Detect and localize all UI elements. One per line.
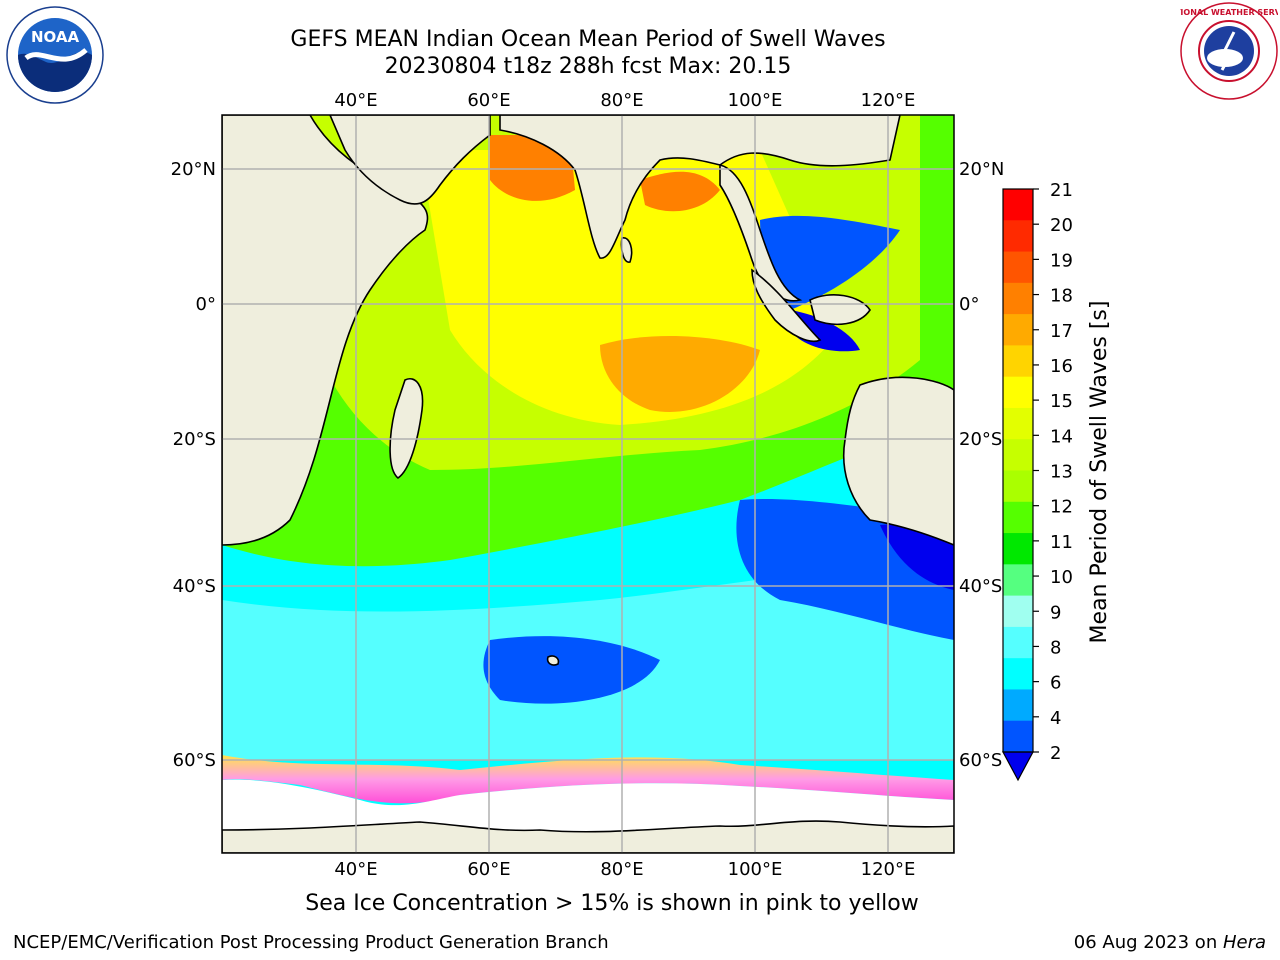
lat-tick-right-4: 40°S (959, 576, 1002, 597)
colorbar-tick-label: 18 (1050, 286, 1073, 307)
lon-tick-top-5: 120°E (861, 90, 916, 111)
chart-subtitle: 20230804 t18z 288h fcst Max: 20.15 (384, 54, 792, 79)
colorbar-segment (1003, 595, 1033, 628)
swell-zone-south-china-sea (760, 215, 900, 310)
colorbar-segment (1003, 314, 1033, 346)
colorbar-tick-label: 12 (1050, 497, 1073, 518)
colorbar-tick-label: 11 (1050, 532, 1073, 553)
land-borneo (809, 294, 871, 326)
sea-ice-caption: Sea Ice Concentration > 15% is shown in … (305, 891, 919, 916)
lon-tick-top-1: 40°E (334, 90, 377, 111)
colorbar-segment (1003, 439, 1033, 471)
colorbar-segment (1003, 282, 1033, 315)
lon-ticks-bottom: 40°E 60°E 80°E 100°E 120°E (334, 859, 915, 880)
footer-date: 06 Aug 2023 on Hera (1074, 932, 1266, 953)
lat-tick-right-2: 0° (959, 294, 979, 315)
swell-zone-orange (600, 335, 760, 412)
lat-tick-right-5: 60°S (959, 750, 1002, 771)
colorbar-tick-label: 16 (1050, 356, 1073, 377)
lon-ticks-top: 40°E 60°E 80°E 100°E 120°E (334, 90, 915, 111)
colorbar-tick-label: 9 (1050, 602, 1061, 623)
colorbar-tick-label: 20 (1050, 215, 1073, 236)
lat-tick-right-3: 20°S (959, 429, 1002, 450)
footer-credit: NCEP/EMC/Verification Post Processing Pr… (13, 932, 609, 953)
colorbar-tick-label: 4 (1050, 708, 1061, 729)
swell-zone-bay-of-bengal (640, 171, 720, 212)
footer-date-text: 06 Aug 2023 on (1073, 932, 1223, 953)
colorbar-tick-label: 13 (1050, 462, 1073, 483)
land-madagascar (389, 378, 424, 479)
colorbar-tick-label: 15 (1050, 391, 1073, 412)
lat-tick-left-5: 60°S (173, 750, 216, 771)
chart-title: GEFS MEAN Indian Ocean Mean Period of Sw… (290, 27, 886, 52)
lon-tick-bottom-1: 40°E (334, 859, 377, 880)
colorbar: 21 20 19 18 17 16 15 14 13 12 11 10 9 8 6 4 2 (1001, 180, 1073, 782)
colorbar-tick-label: 2 (1050, 743, 1061, 764)
lon-tick-bottom-4: 100°E (728, 859, 783, 880)
noaa-logo-text: NOAA (31, 28, 80, 46)
land-sumatra (751, 268, 822, 342)
colorbar-segment (1003, 658, 1033, 690)
colorbar-segment (1003, 189, 1033, 221)
swell-zone-blue-1 (483, 636, 660, 704)
colorbar-segment (1003, 720, 1033, 753)
colorbar-segment (1003, 220, 1033, 253)
land (222, 115, 954, 853)
colorbar-label: Mean Period of Swell Waves [s] (1087, 301, 1112, 644)
nws-logo: NATIONAL WEATHER SERVICE (1180, 2, 1278, 100)
lon-tick-bottom-5: 120°E (861, 859, 916, 880)
lat-tick-right-1: 20°N (959, 159, 1004, 180)
colorbar-tick-label: 14 (1050, 426, 1073, 447)
lat-tick-left-3: 20°S (173, 429, 216, 450)
land-asia (499, 115, 901, 259)
sea-ice-band (222, 755, 954, 804)
lon-tick-top-4: 100°E (728, 90, 783, 111)
footer-host: Hera (1222, 932, 1266, 953)
colorbar-segment (1003, 407, 1033, 440)
lon-tick-bottom-2: 60°E (467, 859, 510, 880)
colorbar-segment (1003, 376, 1033, 409)
colorbar-segment (1003, 345, 1033, 378)
lat-tick-left-1: 20°N (171, 159, 216, 180)
colorbar-segment (1003, 501, 1033, 534)
land-indochina (719, 163, 803, 302)
colorbar-segment (1003, 689, 1033, 722)
land-antarctica (222, 820, 954, 853)
map-frame (221, 114, 955, 854)
lat-ticks-left: 20°N 0° 20°S 40°S 60°S (171, 159, 216, 771)
colorbar-tick-label: 10 (1050, 567, 1073, 588)
land-australia (842, 376, 954, 546)
colorbar-tick-label: 8 (1050, 637, 1061, 658)
colorbar-segment (1003, 626, 1033, 659)
land-arabia (329, 115, 491, 205)
colorbar-extend-arrow (1001, 751, 1035, 782)
colorbar-segment (1003, 251, 1033, 284)
colorbar-segment (1003, 564, 1033, 597)
colorbar-segment (1003, 470, 1033, 503)
lat-tick-left-2: 0° (196, 294, 216, 315)
colorbar-tick-label: 19 (1050, 250, 1073, 271)
lon-tick-top-2: 60°E (467, 90, 510, 111)
colorbar-segment (1003, 533, 1033, 565)
colorbar-tick-label: 17 (1050, 321, 1073, 342)
colorbar-tick-label: 6 (1050, 673, 1061, 694)
land-kerguelen (546, 655, 560, 666)
noaa-logo: NOAA (6, 6, 104, 104)
lon-tick-bottom-3: 80°E (600, 859, 643, 880)
nws-logo-text: NATIONAL WEATHER SERVICE (1180, 8, 1278, 17)
map-graticule (222, 115, 954, 853)
lon-tick-top-3: 80°E (600, 90, 643, 111)
map-panel (222, 115, 954, 853)
colorbar-tick-label: 21 (1050, 180, 1073, 201)
lat-tick-left-4: 40°S (173, 576, 216, 597)
lat-ticks-right: 20°N 0° 20°S 40°S 60°S (959, 159, 1004, 771)
